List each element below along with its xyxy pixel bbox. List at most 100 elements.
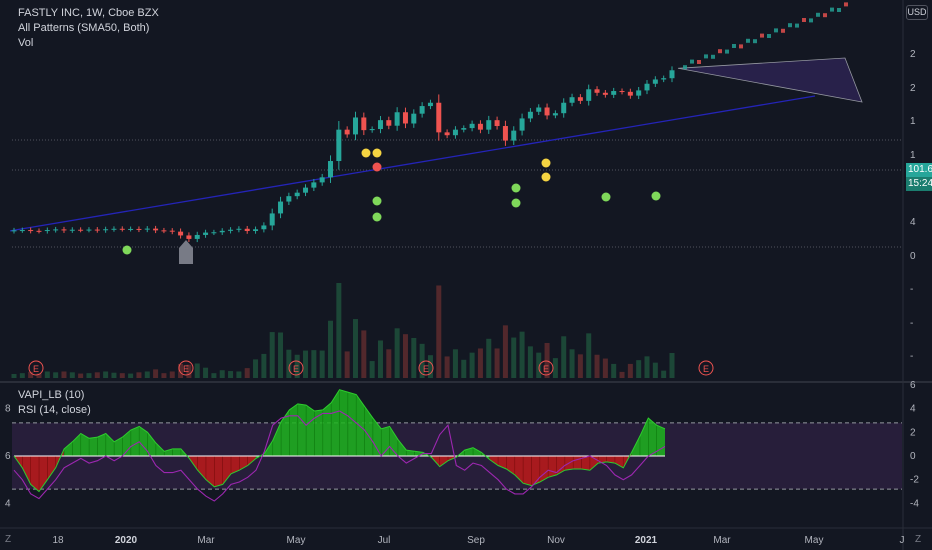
candle-body <box>236 228 242 230</box>
projected-candle <box>739 44 743 49</box>
projected-candle <box>816 12 820 17</box>
pattern-marker <box>541 158 551 168</box>
candle-body <box>627 91 633 96</box>
candle-body <box>436 102 442 133</box>
corner-label-left: Z <box>5 534 12 545</box>
volume-bar <box>419 343 425 378</box>
volume-bar <box>627 363 633 378</box>
vapi-area-segment <box>397 439 407 456</box>
candle-body <box>452 129 458 136</box>
volume-bar <box>253 359 259 378</box>
volume-bar <box>469 352 475 378</box>
x-axis-label: 2020 <box>115 535 138 546</box>
vapi-area-segment <box>606 456 615 464</box>
projected-candle <box>823 13 827 18</box>
candle-body <box>494 120 500 127</box>
volume-bar <box>619 371 625 378</box>
volume-bar <box>219 370 225 378</box>
volume-bar <box>436 285 442 378</box>
legend-indicator-vapi[interactable]: VAPI_LB (10) <box>18 389 85 401</box>
projected-candle <box>704 54 708 59</box>
x-axis-label: Jul <box>378 535 391 546</box>
vapi-area-segment <box>406 450 415 456</box>
earnings-marker-label: E <box>293 364 299 374</box>
volume-bar <box>569 349 575 378</box>
volume-bar <box>211 373 217 378</box>
vapi-area-segment <box>64 441 73 456</box>
osc-axis-label: 6 <box>910 380 916 391</box>
candle-body <box>244 228 250 231</box>
candle-body <box>86 229 92 231</box>
volume-bar <box>178 363 184 378</box>
projected-candle <box>718 49 722 54</box>
vapi-area-segment <box>648 418 657 456</box>
candle-body <box>103 229 109 231</box>
vapi-area-segment <box>172 448 181 456</box>
projected-candle <box>732 43 736 48</box>
vapi-area-segment <box>80 433 90 456</box>
vapi-area-segment <box>72 433 81 456</box>
currency-badge[interactable]: USD <box>906 5 928 20</box>
volume-bar <box>611 363 617 378</box>
candle-body <box>303 187 309 193</box>
candle-body <box>311 182 317 188</box>
legend-symbol[interactable]: FASTLY INC, 1W, Cboe BZX <box>18 7 159 19</box>
candle-body <box>644 83 650 91</box>
volume-bar <box>536 352 542 378</box>
osc-axis-label: 0 <box>910 451 916 462</box>
volume-bar <box>228 371 234 378</box>
vapi-area-segment <box>30 456 40 492</box>
x-axis-label: May <box>805 535 824 546</box>
candle-body <box>253 229 259 231</box>
candle-body <box>461 128 467 130</box>
vapi-line <box>13 389 666 493</box>
candle-body <box>544 107 550 116</box>
legend-indicator-vol[interactable]: Vol <box>18 37 34 49</box>
rsi-axis-label: 6 <box>5 451 11 462</box>
vapi-area-segment <box>656 425 665 456</box>
candle-body <box>519 118 525 131</box>
pattern-marker <box>122 245 132 255</box>
vapi-area-segment <box>439 456 448 467</box>
projected-candle <box>753 39 757 44</box>
price-axis-label: 0 <box>910 251 916 262</box>
projection-wedge <box>677 57 863 103</box>
rsi-axis-label: 4 <box>5 498 11 509</box>
projected-candle <box>795 23 799 28</box>
volume-bar <box>78 373 84 378</box>
candle-body <box>586 89 592 101</box>
vapi-area-segment <box>164 448 173 456</box>
projected-candle <box>746 38 750 43</box>
pattern-marker <box>511 183 521 193</box>
projected-candle <box>690 59 694 64</box>
candle-body <box>161 230 167 232</box>
x-axis-label: 18 <box>52 535 64 546</box>
x-axis-label: May <box>287 535 306 546</box>
candle-body <box>44 230 50 232</box>
candle-body <box>402 112 408 124</box>
earnings-marker <box>288 360 304 376</box>
volume-bar <box>502 325 508 378</box>
vapi-area-segment <box>531 456 540 486</box>
volume-bar <box>69 372 75 378</box>
vapi-area-segment <box>272 421 282 456</box>
volume-bar <box>194 363 200 378</box>
volume-bar <box>352 319 358 378</box>
vapi-area-segment <box>281 409 290 456</box>
volume-bar <box>452 349 458 378</box>
vapi-area-segment <box>105 433 115 456</box>
earnings-marker <box>178 360 194 376</box>
volume-bar <box>544 343 550 378</box>
vapi-area-segment <box>97 433 106 456</box>
volume-bar <box>269 332 275 378</box>
legend-indicator-patterns[interactable]: All Patterns (SMA50, Both) <box>18 22 150 34</box>
volume-bar <box>511 337 517 378</box>
volume-bar <box>244 368 250 378</box>
candle-body <box>286 196 292 202</box>
earnings-marker-label: E <box>183 364 189 374</box>
candle-body <box>211 232 217 234</box>
legend-indicator-rsi[interactable]: RSI (14, close) <box>18 404 91 416</box>
candle-body <box>178 231 184 236</box>
volume-bar <box>577 354 583 378</box>
